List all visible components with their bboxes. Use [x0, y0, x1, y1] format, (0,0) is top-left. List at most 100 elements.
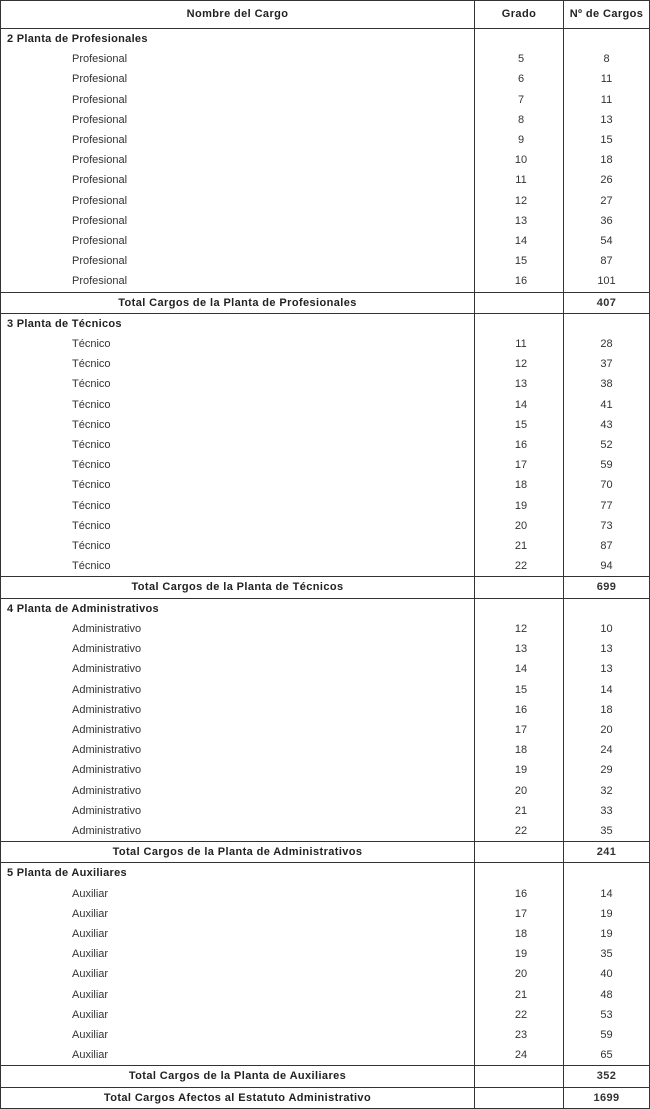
grado-cell: 15: [474, 251, 564, 272]
cargo-name: Administrativo: [0, 820, 475, 842]
cargos-cell: 32: [563, 780, 650, 801]
header-row: Nombre del Cargo Grado Nº de Cargos: [0, 0, 650, 29]
cargos-cell: 33: [563, 800, 650, 821]
cargo-name: Auxiliar: [0, 923, 475, 945]
cargo-name: Técnico: [0, 515, 475, 537]
cargos-cell: 35: [563, 944, 650, 965]
cargo-name: Auxiliar: [0, 1024, 475, 1046]
section-total-row: Total Cargos de la Planta de Administrat…: [0, 841, 650, 864]
total-value: 352: [563, 1065, 650, 1088]
cargo-name: Administrativo: [0, 800, 475, 821]
cargo-name: Auxiliar: [0, 964, 475, 985]
cargos-cell: 94: [563, 556, 650, 577]
cargo-name: Auxiliar: [0, 883, 475, 904]
table-row: Profesional 14 54: [0, 231, 650, 252]
table-row: Técnico 13 38: [0, 374, 650, 395]
grado-cell: 13: [474, 210, 564, 232]
table-row: Profesional 15 87: [0, 251, 650, 272]
cargos-cell: 14: [563, 883, 650, 904]
table-body: 2 Planta de Profesionales Profesional 5 8 Pr…: [0, 28, 650, 1109]
grado-cell: 6: [474, 69, 564, 90]
total-value: 241: [563, 841, 650, 864]
cargo-name: Administrativo: [0, 719, 475, 741]
grado-cell: 11: [474, 334, 564, 355]
empty-cell: [563, 598, 650, 619]
grado-cell: 21: [474, 800, 564, 821]
cargo-name: Administrativo: [0, 740, 475, 761]
table-row: Técnico 22 94: [0, 556, 650, 577]
section-title: 4 Planta de Administrativos: [0, 598, 475, 619]
table-row: Técnico 12 37: [0, 354, 650, 375]
cargos-cell: 87: [563, 251, 650, 272]
cargo-name: Profesional: [0, 231, 475, 252]
table-row: Administrativo 19 29: [0, 760, 650, 781]
grado-cell: 18: [474, 923, 564, 945]
table-row: Técnico 16 52: [0, 435, 650, 456]
cargos-cell: 27: [563, 190, 650, 211]
cargos-cell: 36: [563, 210, 650, 232]
cargos-cell: 10: [563, 618, 650, 640]
cargo-name: Administrativo: [0, 699, 475, 720]
cargos-cell: 29: [563, 760, 650, 781]
cargos-cell: 53: [563, 1004, 650, 1025]
grado-cell: 12: [474, 618, 564, 640]
table-row: Profesional 5 8: [0, 49, 650, 70]
cargo-name: Profesional: [0, 170, 475, 191]
cargos-cell: 18: [563, 699, 650, 720]
grado-cell: 20: [474, 964, 564, 985]
empty-cell: [474, 28, 564, 50]
table-row: Profesional 12 27: [0, 190, 650, 211]
table-row: Técnico 11 28: [0, 334, 650, 355]
section-title: 2 Planta de Profesionales: [0, 28, 475, 50]
grado-cell: 17: [474, 455, 564, 476]
empty-cell: [563, 313, 650, 335]
grado-cell: 19: [474, 760, 564, 781]
total-label: Total Cargos de la Planta de Profesional…: [0, 291, 475, 314]
cargos-cell: 13: [563, 639, 650, 660]
cargos-cell: 13: [563, 109, 650, 131]
table-row: Administrativo 17 20: [0, 719, 650, 741]
table-row: Técnico 17 59: [0, 455, 650, 476]
cargo-name: Profesional: [0, 150, 475, 171]
cargos-cell: 54: [563, 231, 650, 252]
cargos-cell: 19: [563, 903, 650, 924]
table-row: Profesional 10 18: [0, 150, 650, 171]
cargo-name: Administrativo: [0, 618, 475, 640]
section-header-row: 4 Planta de Administrativos: [0, 598, 650, 619]
header-grado: Grado: [474, 0, 564, 29]
grado-cell: 18: [474, 475, 564, 496]
grado-cell: 22: [474, 1004, 564, 1025]
table-row: Administrativo 21 33: [0, 800, 650, 821]
cargo-name: Técnico: [0, 495, 475, 516]
cargos-cell: 14: [563, 679, 650, 700]
cargo-name: Administrativo: [0, 760, 475, 781]
section-title: 3 Planta de Técnicos: [0, 313, 475, 335]
cargo-name: Profesional: [0, 251, 475, 272]
cargos-cell: 101: [563, 271, 650, 293]
cargos-cell: 73: [563, 515, 650, 537]
grado-cell: 15: [474, 679, 564, 700]
table-row: Profesional 11 26: [0, 170, 650, 191]
cargos-cell: 65: [563, 1045, 650, 1066]
table-row: Auxiliar 22 53: [0, 1004, 650, 1025]
grado-cell: 16: [474, 271, 564, 293]
grado-cell: 20: [474, 515, 564, 537]
cargo-name: Técnico: [0, 334, 475, 355]
empty-cell: [474, 1065, 564, 1088]
table-row: Administrativo 13 13: [0, 639, 650, 660]
cargo-name: Profesional: [0, 89, 475, 110]
section-total-row: Total Cargos de la Planta de Auxiliares 3…: [0, 1065, 650, 1088]
cargo-name: Profesional: [0, 130, 475, 151]
cargo-name: Profesional: [0, 109, 475, 131]
cargo-name: Administrativo: [0, 780, 475, 801]
empty-cell: [563, 862, 650, 884]
grado-cell: 13: [474, 639, 564, 660]
grado-cell: 16: [474, 435, 564, 456]
grado-cell: 14: [474, 394, 564, 415]
grado-cell: 18: [474, 740, 564, 761]
grado-cell: 11: [474, 170, 564, 191]
grado-cell: 8: [474, 109, 564, 131]
table-row: Auxiliar 24 65: [0, 1045, 650, 1066]
cargo-name: Técnico: [0, 374, 475, 395]
